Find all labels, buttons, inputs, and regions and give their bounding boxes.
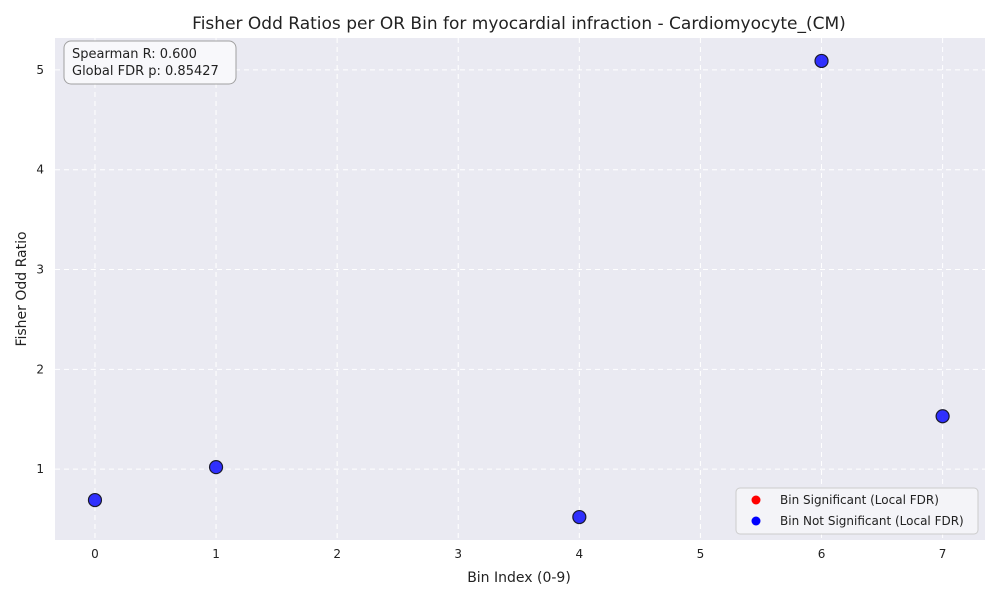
not-significant-point (572, 509, 587, 525)
x-axis-ticks: 0 1 2 3 4 5 6 7 (91, 547, 946, 561)
not-significant-point (814, 53, 829, 69)
stats-box: Spearman R: 0.600 Global FDR p: 0.85427 (63, 40, 237, 85)
y-axis-ticks: 1 2 3 4 5 (36, 63, 44, 476)
legend: Bin Significant (Local FDR) Bin Not Sign… (735, 487, 979, 535)
legend-label-not-significant: Bin Not Significant (Local FDR) (780, 514, 964, 528)
stats-box-frame (63, 40, 237, 85)
y-tick-label: 1 (36, 462, 44, 476)
data-points (87, 53, 950, 525)
y-axis-title: Fisher Odd Ratio (14, 231, 30, 346)
y-tick-label: 2 (36, 362, 44, 376)
spearman-text: Spearman R: 0.600 (72, 47, 197, 62)
legend-marker-not-significant (751, 516, 761, 526)
global-fdr-text: Global FDR p: 0.85427 (72, 64, 219, 79)
not-significant-point (208, 460, 224, 475)
x-axis-title: Bin Index (0-9) (467, 570, 571, 586)
x-tick-label: 0 (91, 547, 99, 561)
x-tick-label: 4 (576, 547, 584, 561)
x-tick-label: 2 (333, 547, 341, 561)
y-tick-label: 3 (36, 263, 44, 277)
not-significant-point (87, 492, 103, 508)
x-tick-label: 5 (697, 547, 705, 561)
chart-title: Fisher Odd Ratios per OR Bin for myocard… (192, 14, 846, 34)
x-tick-label: 7 (939, 547, 947, 561)
y-tick-label: 4 (36, 163, 44, 177)
legend-frame (735, 487, 979, 535)
plot-area (55, 38, 985, 540)
x-tick-label: 6 (818, 547, 826, 561)
not-significant-point (935, 409, 950, 424)
x-tick-label: 1 (212, 547, 220, 561)
x-tick-label: 3 (454, 547, 462, 561)
y-tick-label: 5 (36, 63, 44, 77)
legend-marker-significant (751, 495, 761, 505)
legend-label-significant: Bin Significant (Local FDR) (780, 493, 939, 507)
